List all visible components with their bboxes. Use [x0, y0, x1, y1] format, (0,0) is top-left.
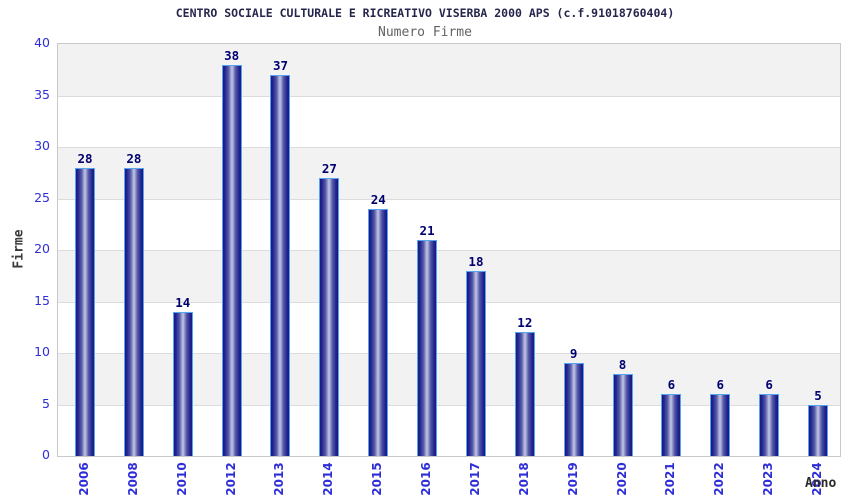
bar-value-label: 18: [468, 253, 484, 269]
bar-value-label: 8: [618, 356, 627, 372]
bar-value-label: 9: [569, 346, 578, 362]
bar-value-label: 37: [272, 57, 288, 73]
gridline: [58, 404, 840, 406]
x-tick-label: 2021: [663, 462, 678, 496]
x-tick-label: 2006: [77, 462, 91, 496]
x-tick-label: 2014: [321, 462, 336, 496]
plot-band: [58, 95, 840, 147]
x-tick-label: 2016: [419, 462, 434, 496]
bar-value-label: 6: [716, 377, 725, 393]
bar-2019: [563, 363, 584, 456]
plot-band: [58, 44, 840, 96]
plot-band: [58, 198, 840, 250]
bar-2022: [710, 394, 731, 456]
bar-2024: [808, 404, 829, 456]
bar-2015: [368, 208, 389, 456]
y-tick-label: 15: [34, 292, 50, 308]
x-tick-label: 2010: [174, 462, 189, 496]
bar-value-label: 12: [517, 315, 533, 331]
bar-2023: [759, 394, 780, 456]
gridline: [58, 250, 840, 251]
bar-value-label: 24: [370, 191, 386, 207]
y-tick-label: 25: [34, 189, 50, 205]
bar-2017: [465, 270, 486, 456]
bar-2018: [514, 332, 535, 456]
x-tick-label: 2019: [565, 462, 580, 496]
y-tick-label: 40: [34, 35, 50, 50]
bar-2021: [661, 394, 682, 456]
gridline: [58, 147, 840, 148]
y-tick-label: 35: [34, 86, 50, 102]
bar-2013: [270, 74, 291, 456]
bar-value-label: 6: [765, 377, 773, 393]
bar-value-label: 14: [175, 294, 191, 310]
x-tick-label: 2023: [761, 462, 776, 496]
bar-2006: [75, 167, 95, 456]
bar-2012: [221, 64, 242, 456]
bar-value-label: 38: [224, 47, 240, 63]
bar-value-label: 5: [814, 387, 822, 403]
gridline: [58, 198, 840, 200]
x-tick-label: 2013: [272, 462, 287, 496]
plot-band: [58, 147, 840, 199]
chart-title: CENTRO SOCIALE CULTURALE E RICREATIVO VI…: [175, 6, 675, 20]
bar-2016: [417, 239, 438, 456]
x-tick-label: 2015: [370, 462, 385, 496]
bar-value-label: 6: [667, 377, 676, 393]
x-tick-label: 2012: [223, 462, 238, 496]
y-tick-label: 10: [34, 344, 50, 359]
bar-value-label: 28: [126, 150, 142, 166]
y-tick-label: 5: [42, 395, 50, 411]
y-tick-label: 0: [42, 447, 50, 462]
gridline: [58, 95, 840, 97]
bar-value-label: 27: [321, 160, 337, 176]
bar-2014: [319, 177, 340, 456]
bar-2008: [123, 167, 144, 456]
x-tick-label: 2020: [614, 462, 629, 496]
gridline: [58, 301, 840, 303]
bar-2010: [172, 311, 193, 456]
chart-subtitle: Numero Firme: [378, 25, 472, 40]
x-axis-title: Anno: [805, 476, 837, 491]
x-tick-label: 2022: [712, 462, 727, 496]
y-tick-label: 20: [34, 241, 50, 256]
plot-area: 28 28 14 38 37 27 24 21 18 12 9 8 6 6 6 5: [57, 43, 841, 457]
x-tick-label: 2018: [516, 462, 531, 496]
plot-band: [58, 250, 840, 302]
bar-value-label: 21: [419, 222, 435, 238]
x-tick-label: 2008: [125, 462, 140, 496]
bar-value-label: 28: [77, 150, 93, 166]
x-tick-label: 2017: [467, 462, 482, 496]
y-tick-label: 30: [34, 138, 50, 153]
bar-2020: [612, 373, 633, 456]
gridline: [58, 353, 840, 354]
